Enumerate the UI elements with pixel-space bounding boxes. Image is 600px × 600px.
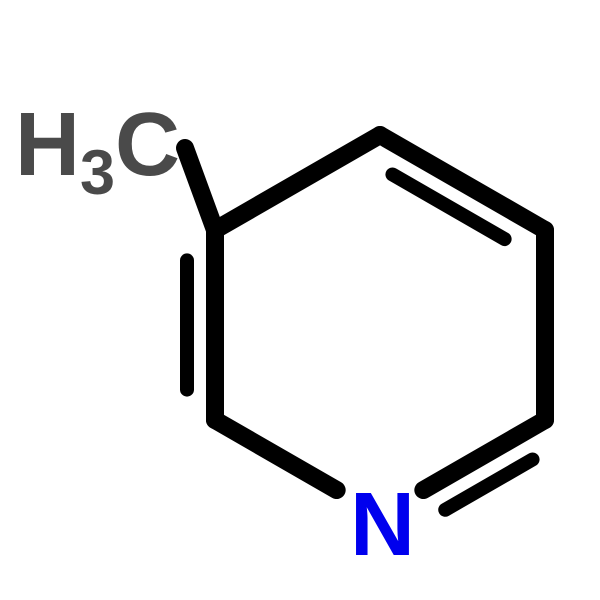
methyl-h: H [15,95,80,195]
structure-svg [0,0,600,600]
nitrogen-atom-label: N [350,480,415,570]
chemical-structure-diagram: H3C N [0,0,600,600]
nitrogen-n: N [350,475,415,575]
methyl-c: C [115,95,180,195]
methyl-3: 3 [80,138,115,208]
methyl-group-label: H3C [15,100,180,205]
